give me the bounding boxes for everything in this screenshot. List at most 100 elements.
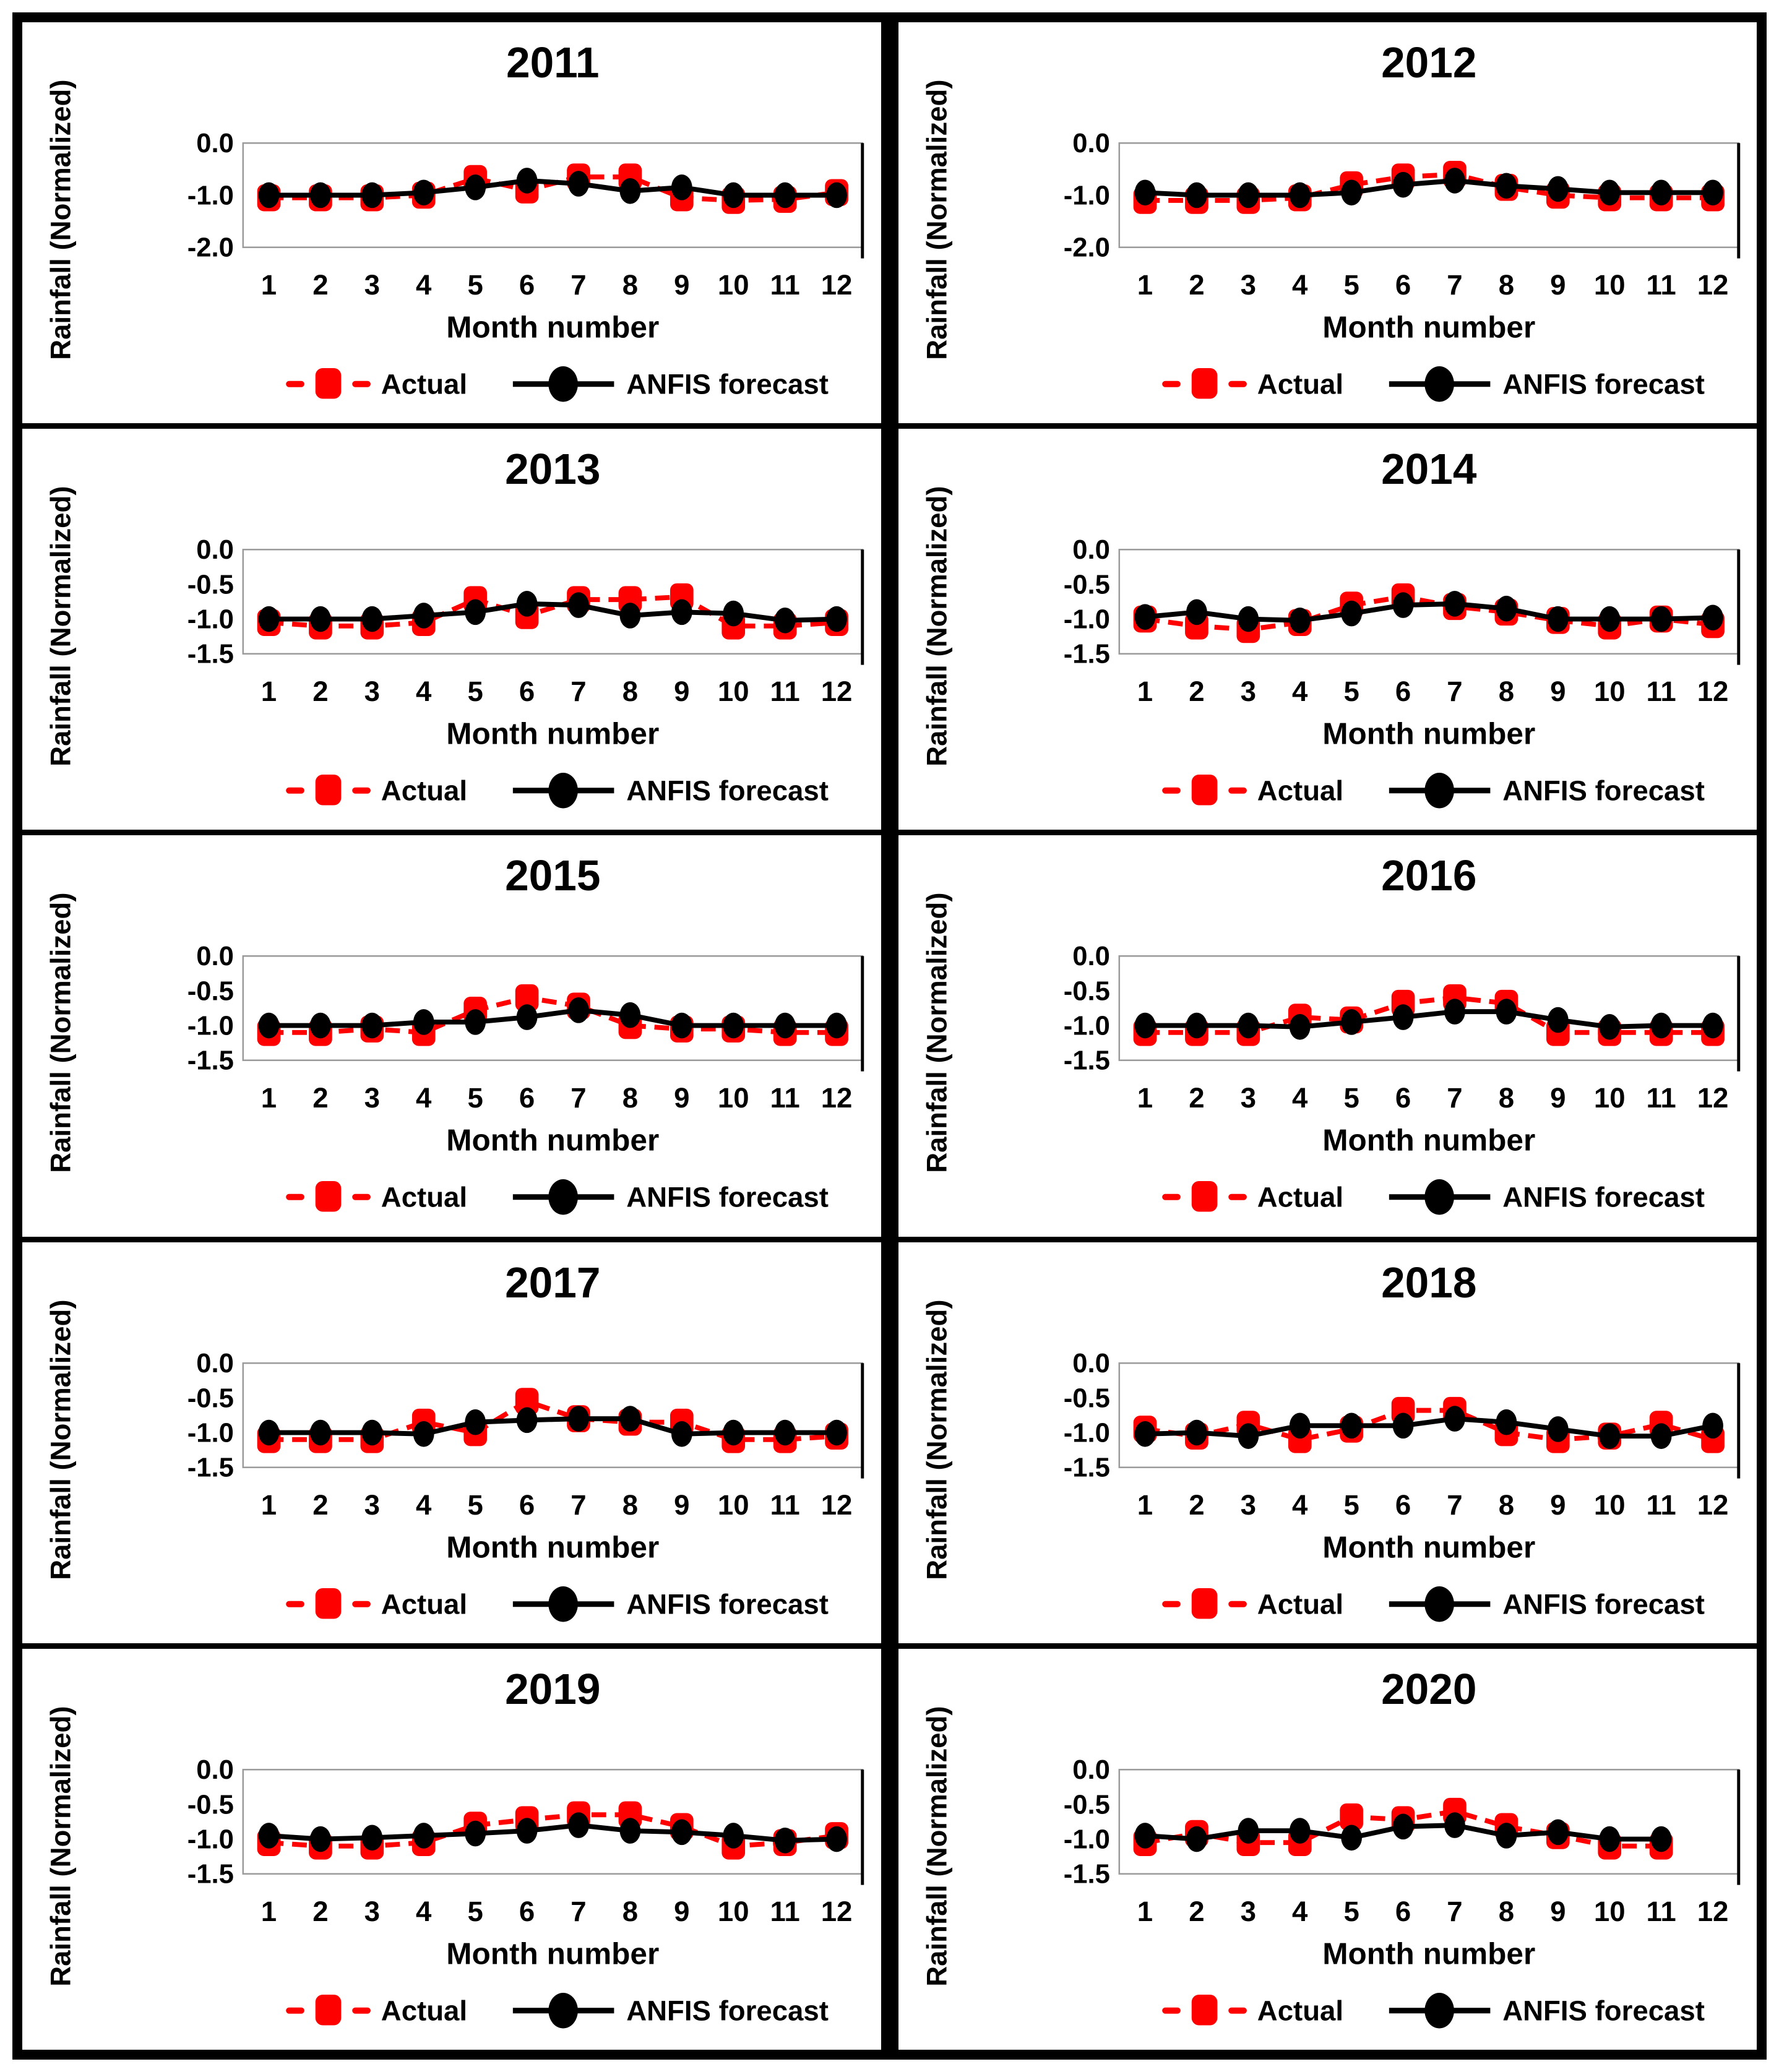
legend-forecast-label: ANFIS forecast bbox=[626, 1588, 829, 1620]
chart-panel-2018: 2018 Rainfall (Normalized) 0.0 -0.5 -1.0 -1.5… bbox=[881, 1242, 1757, 1643]
x-tick-label: 1 bbox=[1137, 1896, 1152, 1927]
x-axis-label: Month number bbox=[1322, 1936, 1535, 1971]
forecast-marker bbox=[1444, 1405, 1465, 1432]
y-axis-label: Rainfall (Normalized) bbox=[921, 1299, 952, 1580]
x-tick-label: 4 bbox=[1292, 1896, 1308, 1927]
x-tick-label: 3 bbox=[364, 269, 380, 301]
forecast-marker bbox=[1702, 1013, 1723, 1039]
legend-forecast-circle-icon bbox=[548, 1992, 578, 2029]
legend-actual-dash-icon bbox=[1161, 1194, 1181, 1201]
x-tick-label: 11 bbox=[1646, 269, 1676, 301]
forecast-marker bbox=[465, 1409, 486, 1435]
forecast-marker bbox=[516, 1818, 538, 1844]
x-tick-label: 2 bbox=[312, 1896, 328, 1927]
legend-actual-square-icon bbox=[315, 368, 342, 399]
x-tick-label: 11 bbox=[770, 269, 800, 301]
forecast-marker bbox=[1392, 592, 1413, 619]
chart-title: 2014 bbox=[1381, 445, 1477, 493]
chart-title: 2018 bbox=[1381, 1258, 1476, 1307]
forecast-marker bbox=[310, 606, 331, 632]
legend-forecast-circle-icon bbox=[548, 1586, 578, 1622]
forecast-marker bbox=[826, 1013, 847, 1039]
x-tick-label: 3 bbox=[364, 676, 380, 707]
y-tick-label: -1.0 bbox=[187, 1418, 234, 1448]
legend-forecast-circle-icon bbox=[548, 773, 578, 809]
actual-line bbox=[1144, 594, 1713, 632]
forecast-line bbox=[1144, 1009, 1713, 1030]
forecast-marker bbox=[1392, 1412, 1413, 1438]
forecast-marker bbox=[1598, 606, 1620, 632]
forecast-marker bbox=[1289, 1014, 1311, 1041]
chart-svg-2019: 2019 Rainfall (Normalized) 0.0 -0.5 -1.0 -1.5… bbox=[45, 1665, 864, 2029]
forecast-marker bbox=[671, 1013, 692, 1039]
legend-actual-dash-icon bbox=[1161, 380, 1181, 387]
x-tick-label: 9 bbox=[1550, 676, 1566, 707]
x-tick-label: 12 bbox=[821, 676, 853, 707]
x-tick-label: 3 bbox=[364, 1082, 380, 1114]
plot-area bbox=[1118, 955, 1739, 1062]
forecast-marker bbox=[1702, 604, 1723, 631]
x-tick-label: 7 bbox=[1447, 1082, 1462, 1114]
forecast-marker bbox=[465, 1009, 486, 1036]
x-tick-label: 1 bbox=[261, 1082, 277, 1114]
y-axis-label: Rainfall (Normalized) bbox=[45, 486, 76, 767]
forecast-marker bbox=[1547, 606, 1569, 632]
legend-actual-dash-icon bbox=[286, 2007, 304, 2014]
chart-svg-2014: 2014 Rainfall (Normalized) 0.0 -0.5 -1.0 -1.5… bbox=[921, 445, 1740, 809]
forecast-marker bbox=[619, 1405, 641, 1432]
x-tick-label: 5 bbox=[467, 269, 483, 301]
x-tick-label: 11 bbox=[770, 1896, 800, 1927]
x-tick-label: 10 bbox=[1593, 676, 1625, 707]
y-tick-label: -1.0 bbox=[1063, 605, 1109, 635]
forecast-marker bbox=[723, 1419, 744, 1445]
x-tick-label: 3 bbox=[364, 1489, 380, 1521]
y-tick-label: 0.0 bbox=[1072, 129, 1110, 158]
x-axis-label: Month number bbox=[1322, 716, 1535, 751]
legend-actual-label: Actual bbox=[1257, 369, 1343, 400]
x-tick-label: 10 bbox=[1593, 1082, 1625, 1114]
x-tick-label: 12 bbox=[821, 1489, 853, 1521]
x-tick-label: 6 bbox=[1395, 1082, 1410, 1114]
legend-forecast-label: ANFIS forecast bbox=[1502, 1588, 1705, 1620]
x-tick-label: 1 bbox=[1137, 1489, 1152, 1521]
x-tick-label: 6 bbox=[1395, 1489, 1410, 1521]
x-tick-label: 3 bbox=[364, 1896, 380, 1927]
x-tick-label: 7 bbox=[1447, 269, 1462, 301]
forecast-line bbox=[1144, 178, 1713, 198]
plot-area bbox=[1118, 1362, 1739, 1468]
legend-actual-dash-icon bbox=[352, 787, 371, 794]
chart-svg-2017: 2017 Rainfall (Normalized) 0.0 -0.5 -1.0 -1.5… bbox=[45, 1258, 864, 1622]
y-tick-label: -1.5 bbox=[1063, 1859, 1109, 1889]
y-axis-label: Rainfall (Normalized) bbox=[45, 1706, 76, 1986]
forecast-marker bbox=[465, 599, 486, 625]
x-tick-label: 11 bbox=[1646, 676, 1676, 707]
forecast-marker bbox=[671, 1819, 692, 1845]
y-axis-label: Rainfall (Normalized) bbox=[921, 486, 952, 767]
actual-line bbox=[269, 594, 837, 629]
x-tick-label: 10 bbox=[718, 676, 749, 707]
x-tick-label: 7 bbox=[1447, 676, 1462, 707]
x-axis-label: Month number bbox=[1322, 1123, 1535, 1158]
y-tick-label: -0.5 bbox=[1063, 1383, 1109, 1413]
x-tick-label: 6 bbox=[1395, 676, 1410, 707]
figure-frame: 2011 Rainfall (Normalized) 0.0 -1.0 -2.0 1 2 3 4… bbox=[12, 12, 1767, 2060]
forecast-marker bbox=[1547, 1416, 1569, 1442]
forecast-marker bbox=[1186, 182, 1207, 208]
y-tick-label: 0.0 bbox=[196, 1755, 234, 1785]
x-tick-label: 12 bbox=[1697, 676, 1728, 707]
legend-forecast-circle-icon bbox=[1424, 1992, 1454, 2029]
x-tick-label: 12 bbox=[1697, 1082, 1728, 1114]
legend-forecast-circle-icon bbox=[548, 1179, 578, 1215]
legend-forecast-circle-icon bbox=[1424, 1179, 1454, 1215]
chart-panel-2011: 2011 Rainfall (Normalized) 0.0 -1.0 -2.0 1 2 3 4… bbox=[22, 22, 881, 424]
x-tick-label: 9 bbox=[674, 269, 689, 301]
legend-forecast-label: ANFIS forecast bbox=[626, 775, 829, 807]
chart-svg-2018: 2018 Rainfall (Normalized) 0.0 -0.5 -1.0 -1.5… bbox=[921, 1258, 1740, 1622]
forecast-marker bbox=[568, 171, 589, 197]
legend-actual-label: Actual bbox=[381, 1588, 467, 1620]
forecast-marker bbox=[1444, 168, 1465, 194]
y-tick-label: -0.5 bbox=[187, 570, 234, 600]
forecast-line bbox=[269, 178, 837, 198]
x-tick-label: 4 bbox=[1292, 1489, 1308, 1521]
y-tick-label: -1.0 bbox=[187, 1825, 234, 1854]
